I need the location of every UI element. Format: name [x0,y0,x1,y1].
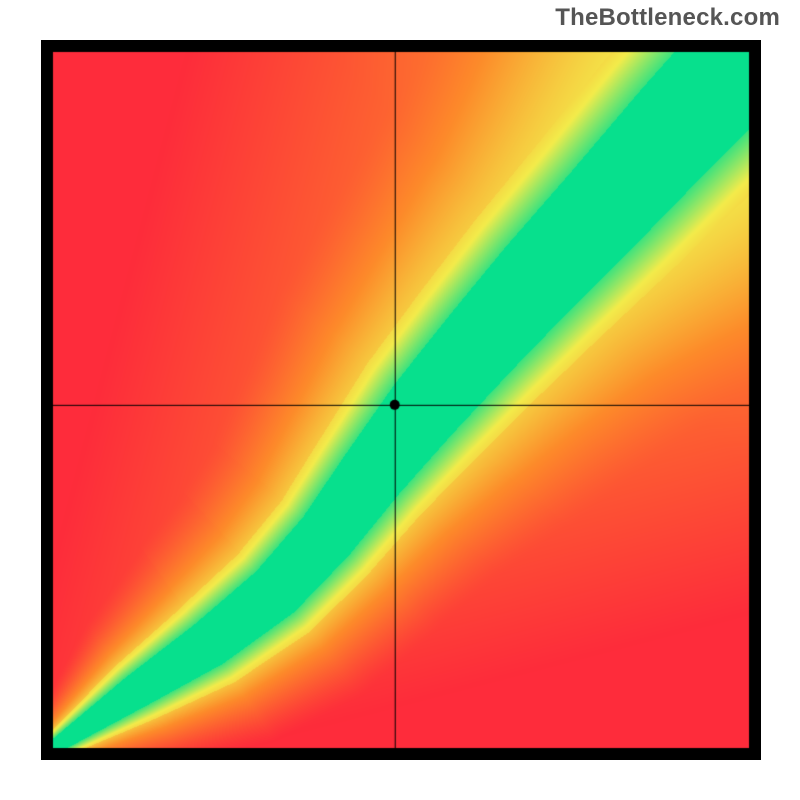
heatmap-canvas [41,40,761,760]
watermark-text: TheBottleneck.com [555,4,780,32]
chart-frame [41,40,761,760]
